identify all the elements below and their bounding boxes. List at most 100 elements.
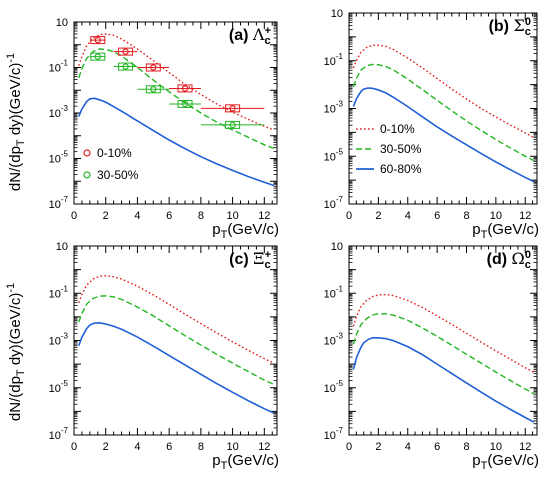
y-tick-label: 10-1	[324, 52, 344, 68]
x-tick-label: 2	[103, 210, 109, 222]
x-axis-title: pT(GeV/c)	[472, 221, 539, 241]
y-tick-label: 10-5	[49, 150, 69, 166]
y-tick-label: 10-5	[49, 379, 69, 395]
panel-b: 0 2 4 6 8 10 12 10 10-1 10-3 10-5 10-7 pT(GeV/c) (b) …	[324, 8, 539, 241]
series-line-0-10	[78, 33, 275, 131]
legend-label: 0-10%	[97, 146, 132, 160]
series-line-0-10	[78, 275, 275, 364]
y-tick-label: 10	[56, 17, 68, 29]
x-tick-label: 8	[198, 441, 204, 453]
plot-frame	[348, 12, 538, 205]
x-tick-label: 12	[258, 210, 270, 222]
data-point-syst-box	[145, 63, 161, 72]
data-point	[229, 121, 236, 129]
y-tick-label: 10-1	[324, 284, 344, 300]
x-axis-title: pT(GeV/c)	[212, 452, 279, 472]
series-line-60-80	[352, 87, 535, 183]
y-tick-label: 10-7	[49, 426, 69, 442]
x-tick-label: 10	[490, 441, 502, 453]
panels: 0 2 4 6 8 10 12 10 10-1 10-3 10-5 10-7 pT(GeV/c) (a) …	[49, 8, 539, 472]
panel-label: (a) Λc+	[229, 25, 271, 47]
y-tick-label: 10-7	[324, 195, 344, 211]
data-point	[122, 48, 129, 55]
data-point	[229, 105, 236, 112]
legend-label: 30-50%	[97, 168, 139, 182]
data-point	[150, 86, 157, 93]
panel-label: (c) Ξc+	[229, 249, 271, 271]
x-tick-label: 8	[198, 210, 204, 222]
data-point	[181, 85, 189, 92]
y-tick-label: 10-3	[324, 332, 344, 348]
y-tick-label: 10-7	[324, 426, 344, 442]
y-tick-label: 10-3	[49, 104, 69, 120]
series-line-60-80	[78, 322, 275, 414]
data-point-syst-box	[225, 120, 241, 129]
series-line-30-50	[352, 63, 535, 162]
y-tick-label: 10-5	[324, 379, 344, 395]
legend: 0-10% 30-50% 60-80%	[356, 122, 422, 176]
x-tick-label: 6	[166, 441, 172, 453]
legend-marker	[83, 149, 91, 157]
data-point-syst-box	[177, 99, 193, 108]
x-tick-label: 0	[346, 441, 352, 453]
legend-label: 60-80%	[380, 162, 422, 176]
plot-frame	[73, 245, 278, 436]
series-line-60-80	[352, 337, 535, 423]
data-point-syst-box	[118, 62, 134, 71]
y-tick-label: 10-5	[324, 147, 344, 163]
x-tick-label: 2	[375, 210, 381, 222]
panel-label: (b) Σc0	[489, 16, 531, 38]
legend: 0-10% 30-50%	[83, 146, 139, 182]
x-axis-title: pT(GeV/c)	[212, 221, 279, 241]
x-tick-label: 4	[405, 441, 411, 453]
y-tick-label: 10	[331, 241, 343, 253]
series-line-60-80	[78, 97, 275, 187]
data-point	[94, 53, 101, 60]
x-tick-label: 10	[490, 210, 502, 222]
x-tick-label: 10	[226, 210, 238, 222]
x-tick-label: 12	[519, 441, 531, 453]
y-axis-title-bottom: dN/(dpT dy)(GeV/c)-1	[5, 283, 27, 421]
x-tick-label: 6	[434, 441, 440, 453]
x-tick-label: 4	[134, 441, 140, 453]
data-point-syst-box	[145, 85, 161, 94]
data-point-syst-box	[90, 36, 106, 45]
series-line-30-50	[78, 295, 275, 385]
data-point	[94, 36, 101, 44]
y-tick-label: 10-3	[324, 100, 344, 116]
x-tick-label: 6	[434, 210, 440, 222]
x-tick-label: 4	[405, 210, 411, 222]
x-tick-label: 12	[519, 210, 531, 222]
x-tick-label: 10	[226, 441, 238, 453]
x-tick-label: 12	[258, 441, 270, 453]
legend-marker	[83, 171, 91, 179]
data-point	[150, 64, 157, 71]
y-tick-label: 10-3	[49, 332, 69, 348]
panel-label: (d) Ωc0	[487, 249, 531, 271]
data-point-syst-box	[177, 84, 193, 93]
x-tick-label: 0	[71, 441, 77, 453]
x-tick-label: 0	[71, 210, 77, 222]
y-tick-label: 10	[331, 8, 343, 20]
data-point	[181, 100, 189, 108]
series-line-0-10	[352, 293, 535, 373]
legend-label: 30-50%	[380, 142, 422, 156]
x-axis-title: pT(GeV/c)	[472, 452, 539, 472]
y-tick-label: 10	[56, 241, 68, 253]
legend-label: 0-10%	[380, 122, 415, 136]
y-axis-title-top: dN/(dpT dy)(GeV/c)-1	[5, 53, 27, 191]
x-tick-label: 2	[103, 441, 109, 453]
x-tick-label: 6	[166, 210, 172, 222]
y-tick-label: 10-7	[49, 195, 69, 211]
data-point-syst-box	[90, 52, 106, 61]
panel-a: 0 2 4 6 8 10 12 10 10-1 10-3 10-5 10-7 pT(GeV/c) (a) …	[49, 17, 279, 241]
series-line-30-50	[352, 313, 535, 395]
x-tick-label: 0	[346, 210, 352, 222]
panel-c: 0 2 4 6 8 10 12 10 10-1 10-3 10-5 10-7 pT(GeV/c) (c) …	[49, 241, 279, 472]
x-tick-label: 8	[463, 210, 469, 222]
x-tick-label: 8	[463, 441, 469, 453]
y-tick-label: 10-1	[49, 59, 69, 75]
y-tick-label: 10-1	[49, 284, 69, 300]
panel-d: 0 2 4 6 8 10 12 10 10-1 10-3 10-5 10-7 pT(GeV/c) (d) …	[324, 241, 539, 472]
